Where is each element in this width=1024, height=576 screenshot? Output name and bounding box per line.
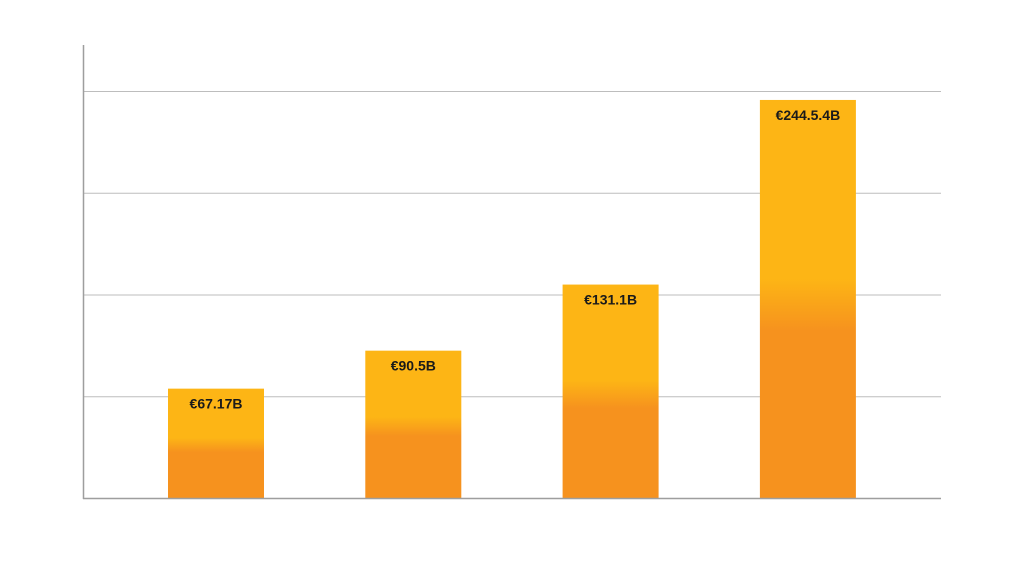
bar xyxy=(365,350,462,498)
bar xyxy=(759,99,856,498)
data-label: €131.1B xyxy=(584,292,637,308)
data-label: €67.17B xyxy=(190,396,243,412)
bars: €67.17B €90.5B €131.1B €244.5.4B xyxy=(168,99,856,498)
bar xyxy=(562,284,659,498)
data-label: €244.5.4B xyxy=(776,107,841,123)
data-label: €90.5B xyxy=(391,358,436,374)
bar xyxy=(168,388,264,498)
